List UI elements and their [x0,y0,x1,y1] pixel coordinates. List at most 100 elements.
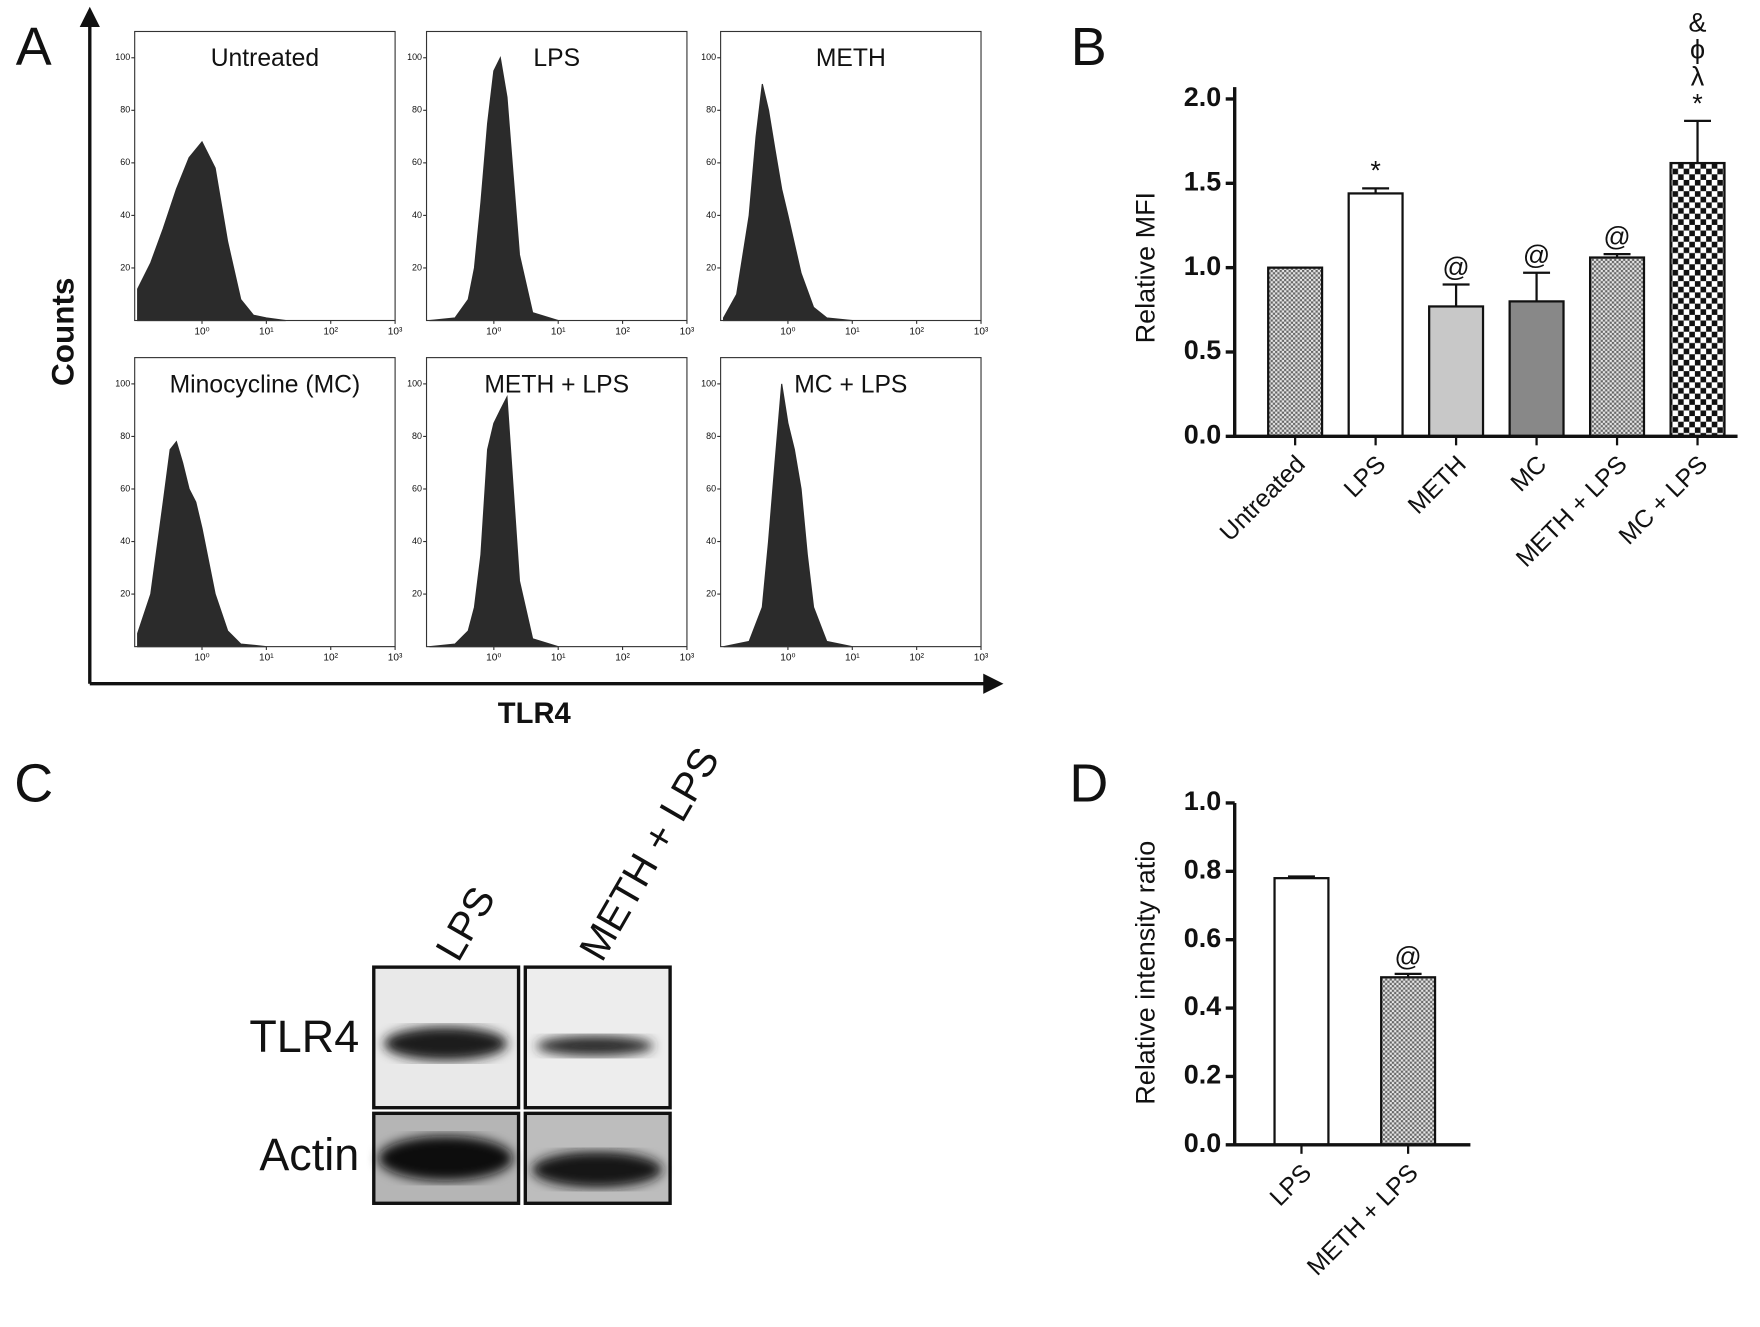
y-tick-label: 80 [120,105,130,115]
band [532,1151,663,1188]
y-tick-label: 60 [120,483,130,493]
x-tick-label: 10¹ [845,326,860,337]
axis-line [1233,802,1471,1147]
bar [1380,976,1437,1146]
x-tick-label: 10⁰ [486,326,501,337]
panel-label: D [1069,753,1108,813]
significance-mark: λ [1691,61,1705,91]
x-tick-label: 10⁰ [194,326,209,337]
bar [1669,161,1726,438]
x-tick-label: LPS [1339,451,1391,503]
band [536,1035,654,1056]
histogram-area [722,83,853,322]
significance-mark: & [1689,7,1707,37]
bar [1508,300,1565,438]
significance-mark: ϕ [1690,34,1705,64]
x-tick-label: LPS [1265,1159,1317,1211]
arrow-head [983,673,1004,694]
bar [1588,256,1646,438]
x-tick-label: 10² [615,326,630,337]
x-tick-label: 10⁰ [780,326,795,337]
plot-frame [720,30,982,322]
panel-label: A [16,17,52,77]
y-tick-label: 0.6 [1184,923,1221,953]
x-tick-label: 10² [323,653,338,664]
x-tick-label: 10⁰ [780,653,795,664]
x-tick-label: MC [1506,451,1552,497]
x-tick-label: 10³ [974,326,989,337]
x-tick-label: Untreated [1215,451,1311,547]
x-tick-label: MC + LPS [1614,451,1713,550]
y-tick-label: 80 [706,431,716,441]
plot-frame [425,357,688,648]
y-tick-label: 0.5 [1184,335,1221,365]
y-tick-label: 80 [412,105,422,115]
y-tick-label: 60 [706,483,716,493]
panel-title: METH + LPS [484,371,629,398]
band [383,1026,508,1061]
x-tick-label: 10⁰ [194,653,209,664]
significance-mark: * [1692,88,1703,118]
y-tick-label: 20 [706,588,716,598]
x-tick-label: 10³ [680,326,695,337]
histogram-area [429,55,559,322]
y-tick-label: 0.0 [1184,1128,1221,1158]
x-tick-label: 10³ [680,653,695,664]
y-tick-label: 100 [115,52,130,62]
y-tick-label: 80 [120,431,130,441]
y-tick-label: 40 [120,536,130,546]
y-tick-label: 0.0 [1184,419,1221,449]
y-axis-label: Counts [45,278,80,386]
x-axis-label: TLR4 [498,698,572,730]
lane-label: METH + LPS [570,739,728,968]
y-tick-label: 100 [115,378,130,388]
significance-mark: * [1370,156,1381,186]
y-tick-label: 20 [120,588,130,598]
y-tick-label: 40 [706,536,716,546]
y-tick-label: 40 [706,210,716,220]
y-tick-label: 80 [412,431,422,441]
x-tick-label: 10² [909,326,924,337]
y-tick-label: 40 [412,536,422,546]
x-tick-label: 10² [909,653,924,664]
significance-mark: @ [1394,941,1421,971]
x-tick-label: 10¹ [551,653,566,664]
y-tick-label: 60 [120,157,130,167]
histogram-area [723,383,853,648]
y-tick-label: 40 [412,210,422,220]
x-tick-label: 10² [323,326,338,337]
panel-title: Untreated [211,45,319,72]
x-tick-label: 10³ [388,326,403,337]
plot-frame [720,357,982,648]
axis-line [1233,87,1738,439]
row-label: TLR4 [249,1011,359,1062]
y-tick-label: 60 [706,157,716,167]
plot-frame [425,30,688,322]
y-axis-label: Relative intensity ratio [1130,841,1160,1105]
x-tick-label: 10¹ [259,326,274,337]
panel-title: Minocycline (MC) [170,371,361,398]
x-tick-label: 10¹ [845,653,860,664]
y-tick-label: 100 [701,378,716,388]
bar [1428,305,1485,438]
y-tick-label: 60 [412,157,422,167]
y-tick-label: 40 [120,210,130,220]
significance-mark: @ [1523,240,1550,270]
bar [1267,266,1324,438]
panel-title: MC + LPS [794,371,907,398]
significance-mark: @ [1442,252,1469,282]
y-axis-label: Relative MFI [1130,192,1160,343]
blot [372,965,672,1205]
x-tick-label: METH + LPS [1302,1159,1423,1281]
y-tick-label: 100 [701,52,716,62]
y-tick-label: 0.4 [1184,991,1221,1021]
bar [1347,192,1404,438]
panel-label: B [1071,17,1107,77]
y-tick-label: 20 [120,262,130,272]
histogram-area [137,440,267,648]
y-tick-label: 60 [412,483,422,493]
y-tick-label: 20 [412,262,422,272]
x-tick-label: 10⁰ [486,653,501,664]
y-tick-label: 1.0 [1184,251,1221,281]
